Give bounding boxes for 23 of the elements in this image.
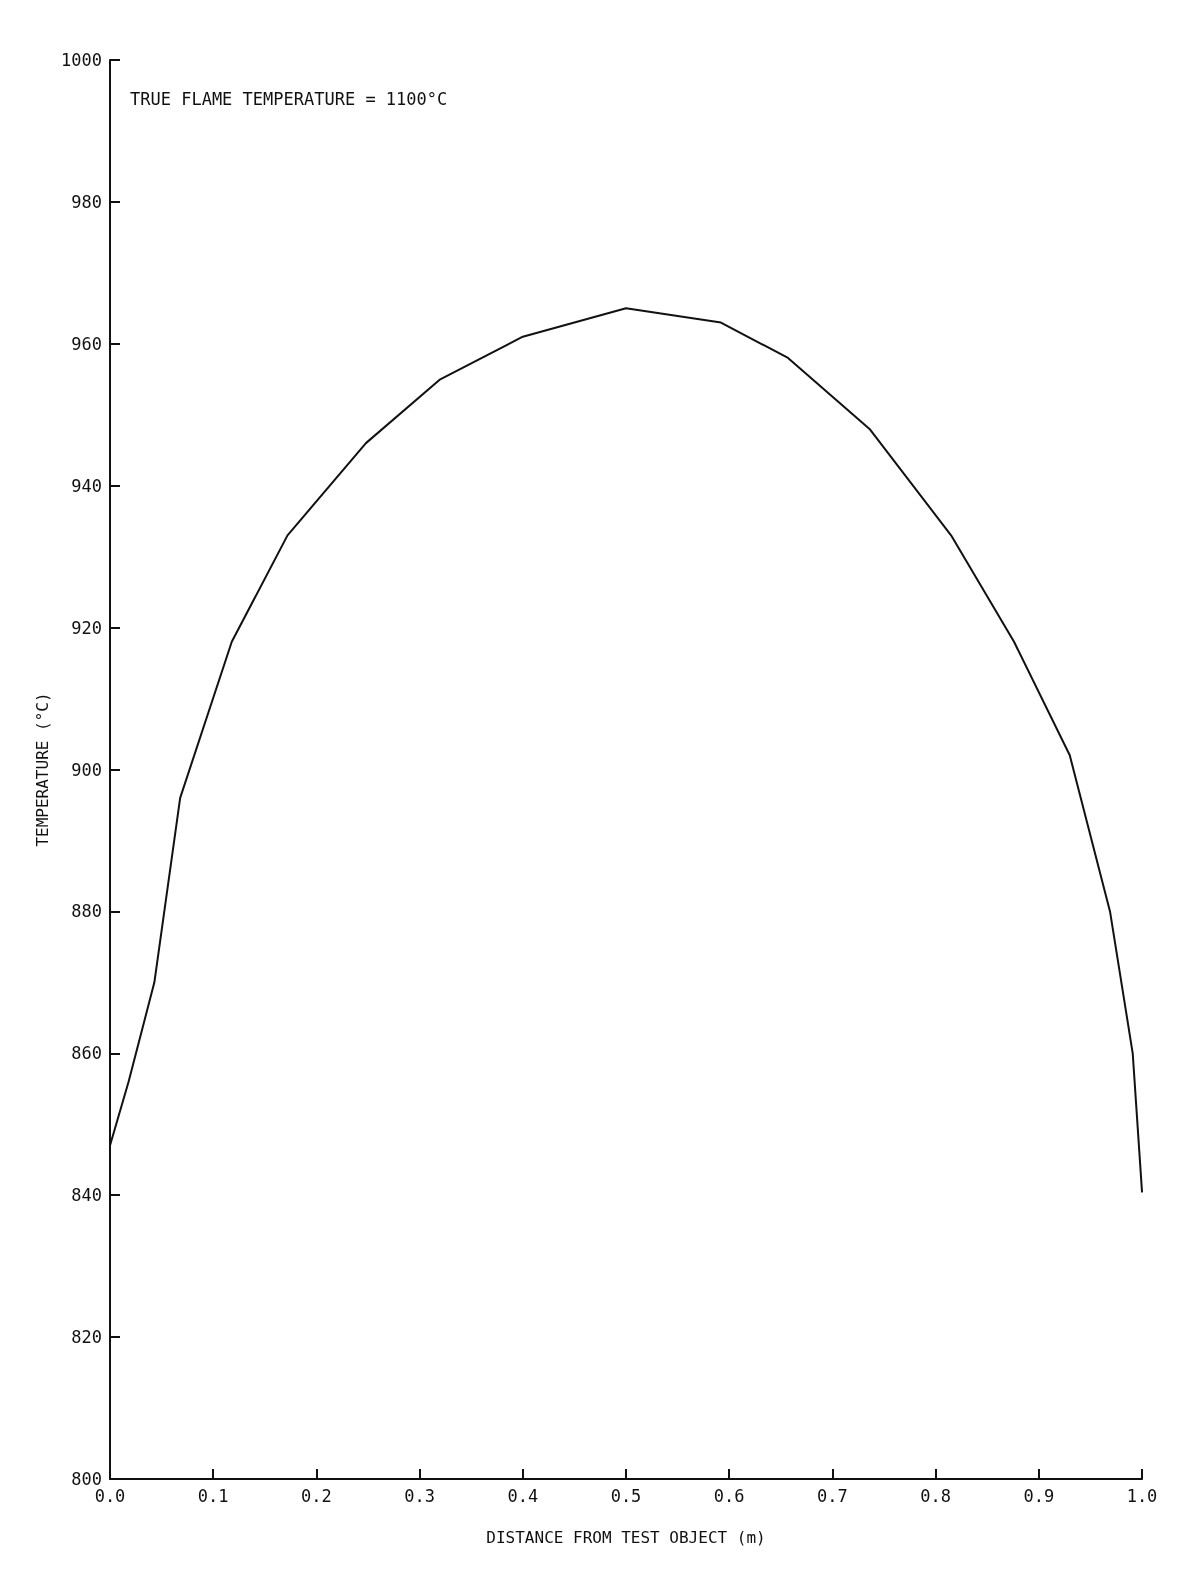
- y-tick-label: 920: [71, 617, 102, 638]
- y-tick-label: 980: [71, 191, 102, 212]
- x-tick-label: 0.7: [817, 1485, 848, 1506]
- y-tick-label: 940: [71, 475, 102, 496]
- annotation: TRUE FLAME TEMPERATURE = 1100°C: [130, 88, 448, 109]
- x-tick-label: 0.8: [920, 1485, 951, 1506]
- y-tick-label: 900: [71, 759, 102, 780]
- x-tick-label: 0.5: [610, 1485, 642, 1506]
- y-tick-label: 860: [71, 1043, 102, 1064]
- x-tick-label: 0.3: [404, 1485, 435, 1506]
- y-tick-label: 880: [71, 901, 102, 922]
- y-tick-label: 820: [71, 1327, 102, 1348]
- x-tick-label: 0.4: [507, 1485, 539, 1506]
- x-tick-label: 1.0: [1126, 1485, 1158, 1506]
- x-axis-title: DISTANCE FROM TEST OBJECT (m): [486, 1527, 766, 1547]
- y-axis-title: TEMPERATURE (°C): [32, 692, 52, 847]
- y-tick-label: 1000: [61, 50, 102, 70]
- x-tick-label: 0.6: [713, 1485, 745, 1506]
- x-tick-label: 0.9: [1023, 1485, 1055, 1506]
- x-tick-label: 0.2: [301, 1485, 332, 1506]
- y-tick-label: 840: [71, 1185, 102, 1206]
- x-tick-label: 0.1: [197, 1485, 229, 1506]
- y-tick-label: 960: [71, 333, 102, 354]
